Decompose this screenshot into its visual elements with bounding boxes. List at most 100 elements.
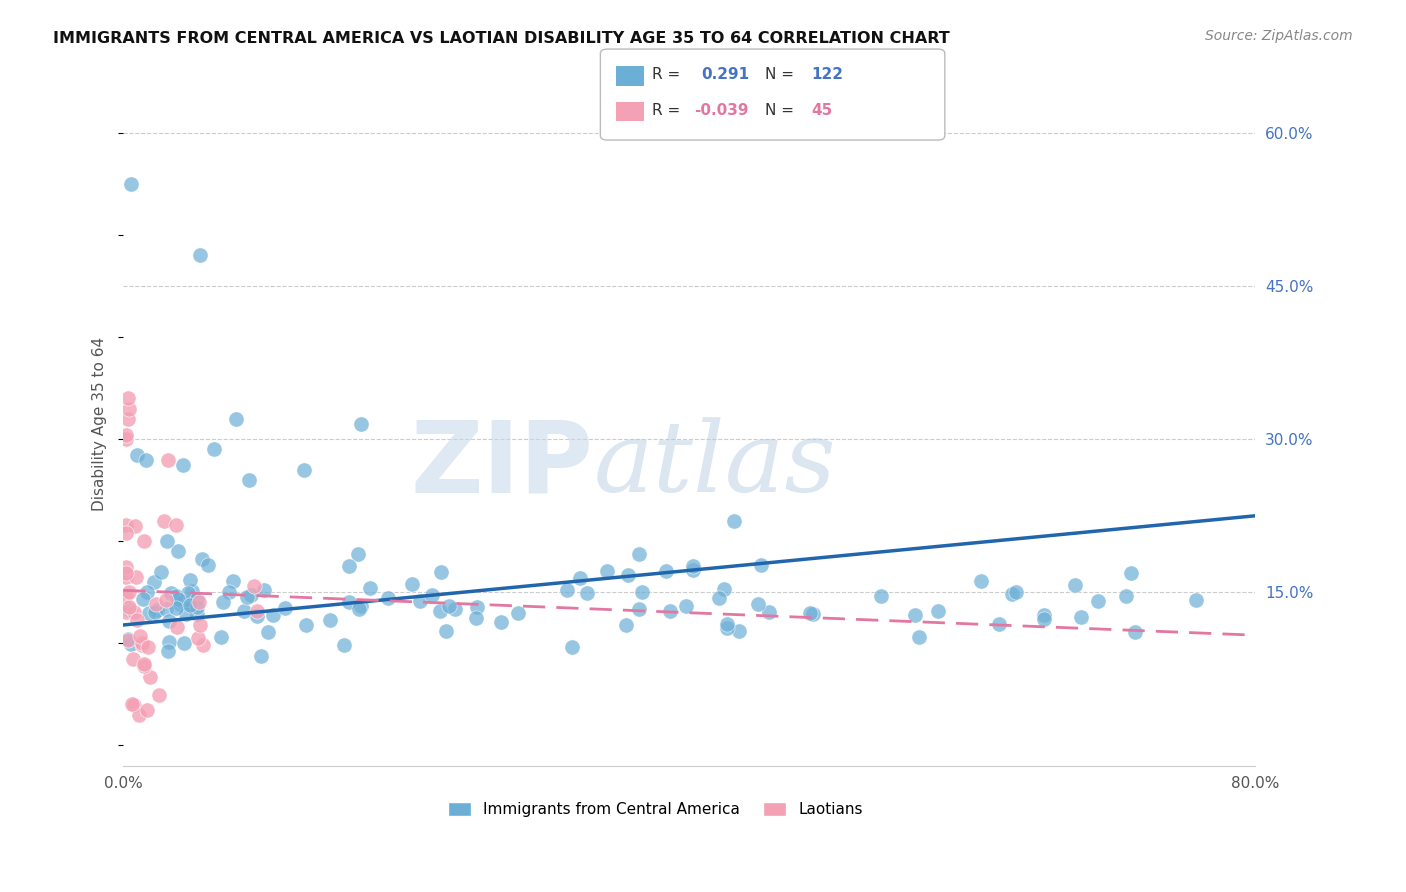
Point: [716, 621, 738, 635]
Point: [136, 703, 159, 717]
Point: [987, 616, 1010, 631]
Point: [186, 591, 208, 606]
Point: [117, 632, 139, 647]
Point: [176, 585, 198, 599]
Point: [243, 579, 266, 593]
Point: [723, 514, 745, 528]
Point: [1070, 610, 1092, 624]
Point: [169, 597, 191, 611]
Point: [1001, 587, 1024, 601]
Text: N =: N =: [765, 68, 794, 82]
Point: [232, 604, 254, 618]
Point: [359, 581, 381, 595]
Point: [115, 605, 138, 619]
Point: [131, 638, 153, 652]
Point: [146, 603, 169, 617]
Text: 0.291: 0.291: [702, 68, 749, 82]
Point: [350, 417, 373, 431]
Point: [709, 591, 731, 605]
Point: [118, 599, 141, 614]
Point: [747, 597, 769, 611]
Point: [155, 593, 177, 607]
Point: [136, 585, 159, 599]
Point: [1064, 578, 1087, 592]
Point: [117, 411, 139, 425]
Point: [128, 707, 150, 722]
Point: [132, 534, 155, 549]
Point: [187, 632, 209, 646]
Point: [257, 624, 280, 639]
Point: [159, 634, 181, 648]
Point: [273, 601, 295, 615]
Point: [122, 698, 145, 713]
Point: [319, 613, 342, 627]
Point: [181, 584, 204, 599]
Point: [749, 558, 772, 573]
Point: [713, 582, 735, 597]
Point: [799, 607, 821, 621]
Point: [969, 574, 991, 588]
Point: [292, 463, 315, 477]
Text: ZIP: ZIP: [411, 417, 593, 514]
Point: [188, 595, 211, 609]
Y-axis label: Disability Age 35 to 64: Disability Age 35 to 64: [93, 337, 107, 511]
Point: [506, 606, 529, 620]
Point: [193, 638, 215, 652]
Point: [115, 518, 138, 533]
Point: [927, 604, 949, 618]
Point: [568, 571, 591, 585]
Point: [115, 559, 138, 574]
Point: [157, 615, 180, 629]
Point: [191, 552, 214, 566]
Point: [628, 602, 651, 616]
Point: [202, 442, 225, 457]
Point: [758, 605, 780, 619]
Text: 45: 45: [811, 103, 832, 118]
Point: [188, 248, 211, 262]
Point: [596, 564, 619, 578]
Point: [401, 577, 423, 591]
Point: [1087, 594, 1109, 608]
Point: [172, 458, 194, 472]
Text: 122: 122: [811, 68, 844, 82]
Point: [145, 597, 167, 611]
Point: [728, 624, 751, 639]
Point: [337, 559, 360, 574]
Point: [238, 473, 260, 487]
Point: [253, 582, 276, 597]
Point: [576, 586, 599, 600]
Point: [174, 607, 197, 621]
Point: [409, 594, 432, 608]
Point: [165, 600, 187, 615]
Point: [347, 547, 370, 561]
Point: [246, 609, 269, 624]
Point: [350, 599, 373, 613]
Point: [1119, 566, 1142, 580]
Point: [197, 558, 219, 572]
Point: [1123, 625, 1146, 640]
Point: [212, 595, 235, 609]
Point: [143, 574, 166, 589]
Point: [420, 588, 443, 602]
Point: [118, 585, 141, 599]
Point: [167, 592, 190, 607]
Point: [132, 591, 155, 606]
Point: [188, 617, 211, 632]
Point: [120, 177, 142, 191]
Point: [143, 605, 166, 619]
Point: [129, 629, 152, 643]
Point: [155, 601, 177, 615]
Point: [904, 607, 927, 622]
Point: [115, 432, 138, 446]
Point: [181, 598, 204, 612]
Point: [139, 669, 162, 683]
Point: [166, 620, 188, 634]
Point: [165, 518, 187, 533]
Point: [209, 630, 232, 644]
Point: [121, 697, 143, 711]
Point: [117, 392, 139, 406]
Point: [716, 617, 738, 632]
Text: R =: R =: [652, 103, 681, 118]
Point: [659, 604, 682, 618]
Text: N =: N =: [765, 103, 794, 118]
